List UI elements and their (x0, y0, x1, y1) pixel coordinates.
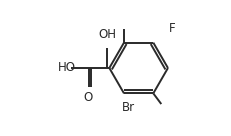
Text: O: O (83, 92, 92, 104)
Text: HO: HO (58, 61, 75, 74)
Text: OH: OH (98, 27, 116, 41)
Text: Br: Br (122, 101, 135, 114)
Text: F: F (168, 21, 174, 35)
